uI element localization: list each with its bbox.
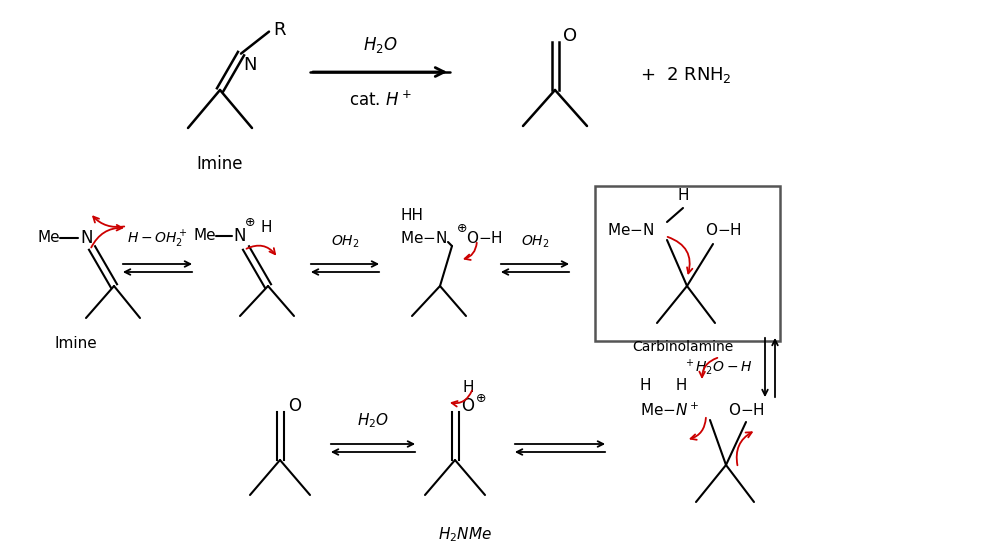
Text: Carbinolamine: Carbinolamine [632, 340, 734, 354]
Text: O: O [461, 397, 474, 415]
Text: Imine: Imine [197, 155, 243, 173]
Text: $H_2O$: $H_2O$ [357, 412, 389, 430]
Text: Me$-$N: Me$-$N [400, 230, 448, 246]
Text: N: N [80, 229, 93, 247]
Text: H: H [677, 189, 688, 203]
Text: Me: Me [37, 231, 60, 246]
Text: cat. $H^+$: cat. $H^+$ [349, 90, 411, 109]
Text: N: N [243, 56, 256, 73]
Text: O: O [288, 397, 301, 415]
Text: O$-$H: O$-$H [728, 402, 765, 418]
Text: O: O [563, 27, 578, 45]
Text: HH: HH [400, 208, 423, 224]
Text: $OH_2$: $OH_2$ [521, 233, 549, 250]
Text: $\oplus$: $\oplus$ [475, 391, 486, 404]
Text: Me$-$N: Me$-$N [607, 222, 654, 238]
Text: H: H [463, 380, 475, 396]
Text: $\oplus$: $\oplus$ [244, 216, 256, 230]
Text: Me$-$$N^+$: Me$-$$N^+$ [640, 401, 700, 419]
Text: $OH_2$: $OH_2$ [331, 233, 359, 250]
Bar [595, 186, 780, 341]
Text: N: N [233, 227, 246, 245]
Text: $H_2NMe$: $H_2NMe$ [438, 525, 492, 544]
Text: Me: Me [194, 229, 216, 243]
Text: O$-$H: O$-$H [705, 222, 742, 238]
Text: $H_2O$: $H_2O$ [363, 35, 397, 55]
Text: $^+H_2O-H$: $^+H_2O-H$ [682, 357, 752, 377]
Text: $+$  2 RNH$_2$: $+$ 2 RNH$_2$ [640, 65, 732, 85]
Text: H: H [260, 220, 271, 236]
Text: R: R [273, 21, 285, 38]
Text: O$-$H: O$-$H [466, 230, 503, 246]
Text: $\oplus$: $\oplus$ [456, 221, 468, 235]
Text: H     H: H H [640, 378, 687, 392]
Text: $H-OH_2^+$: $H-OH_2^+$ [127, 229, 187, 250]
Text: Imine: Imine [54, 336, 98, 351]
